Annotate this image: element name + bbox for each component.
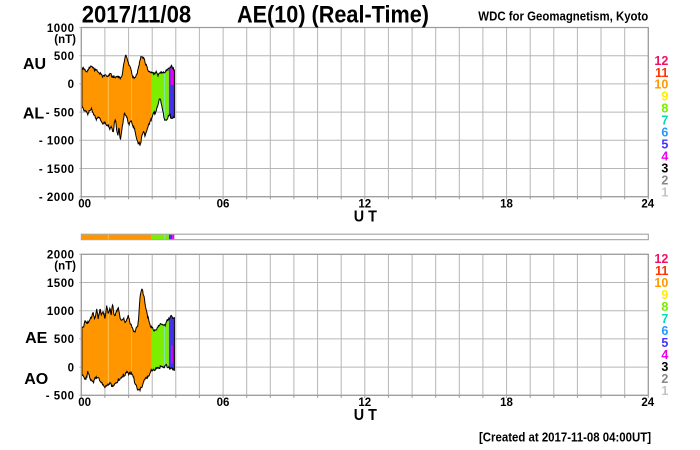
- svg-text:AE(10) (Real-Time): AE(10) (Real-Time): [237, 1, 429, 28]
- svg-text:- 2000: - 2000: [39, 192, 75, 204]
- svg-text:WDC for Geomagnetism, Kyoto: WDC for Geomagnetism, Kyoto: [478, 8, 648, 23]
- svg-text:10: 10: [654, 276, 668, 290]
- svg-text:3: 3: [661, 161, 668, 175]
- svg-text:06: 06: [217, 199, 230, 211]
- svg-text:12: 12: [654, 252, 668, 266]
- svg-text:3: 3: [661, 360, 668, 374]
- svg-text:8: 8: [661, 300, 668, 314]
- svg-text:- 500: - 500: [46, 107, 75, 119]
- svg-text:0: 0: [68, 79, 75, 91]
- svg-text:24: 24: [641, 397, 654, 409]
- svg-text:500: 500: [54, 334, 75, 346]
- svg-text:5: 5: [661, 336, 668, 350]
- svg-text:AU: AU: [23, 56, 46, 73]
- svg-text:4: 4: [661, 149, 668, 163]
- svg-text:- 500: - 500: [46, 391, 75, 403]
- svg-text:- 1500: - 1500: [39, 164, 75, 176]
- svg-text:2000: 2000: [47, 250, 75, 262]
- svg-text:9: 9: [661, 288, 668, 302]
- svg-text:AL: AL: [23, 105, 45, 122]
- svg-text:AE: AE: [25, 330, 48, 347]
- svg-text:12: 12: [654, 54, 668, 68]
- svg-text:2: 2: [661, 173, 668, 187]
- svg-text:U T: U T: [354, 407, 377, 424]
- svg-text:(nT): (nT): [54, 261, 76, 273]
- svg-text:10: 10: [654, 78, 668, 92]
- svg-text:8: 8: [661, 102, 668, 116]
- svg-text:1: 1: [661, 384, 668, 398]
- svg-text:1000: 1000: [47, 23, 75, 35]
- svg-text:- 1000: - 1000: [39, 136, 75, 148]
- svg-text:7: 7: [661, 114, 668, 128]
- svg-text:00: 00: [78, 199, 91, 211]
- svg-text:1000: 1000: [47, 306, 75, 318]
- svg-text:0: 0: [68, 362, 75, 374]
- svg-text:11: 11: [655, 66, 668, 80]
- svg-text:9: 9: [661, 90, 668, 104]
- svg-text:6: 6: [661, 126, 668, 140]
- svg-text:18: 18: [500, 397, 513, 409]
- svg-text:12: 12: [358, 199, 371, 211]
- svg-text:24: 24: [641, 199, 654, 211]
- svg-text:1500: 1500: [47, 278, 75, 290]
- svg-text:[Created at 2017-11-08 04:00UT: [Created at 2017-11-08 04:00UT]: [479, 430, 651, 445]
- svg-text:4: 4: [661, 348, 668, 362]
- svg-text:2017/11/08: 2017/11/08: [82, 1, 192, 28]
- svg-text:6: 6: [661, 324, 668, 338]
- svg-text:12: 12: [358, 397, 371, 409]
- svg-text:00: 00: [78, 397, 91, 409]
- svg-text:500: 500: [54, 51, 75, 63]
- svg-text:2: 2: [661, 372, 668, 386]
- svg-text:1: 1: [661, 185, 668, 199]
- svg-text:(nT): (nT): [54, 34, 76, 46]
- svg-text:U T: U T: [354, 208, 377, 225]
- svg-text:AO: AO: [24, 371, 48, 388]
- svg-text:18: 18: [500, 199, 513, 211]
- svg-text:7: 7: [661, 312, 668, 326]
- svg-text:06: 06: [217, 397, 230, 409]
- svg-text:5: 5: [661, 137, 668, 151]
- svg-text:11: 11: [655, 264, 668, 278]
